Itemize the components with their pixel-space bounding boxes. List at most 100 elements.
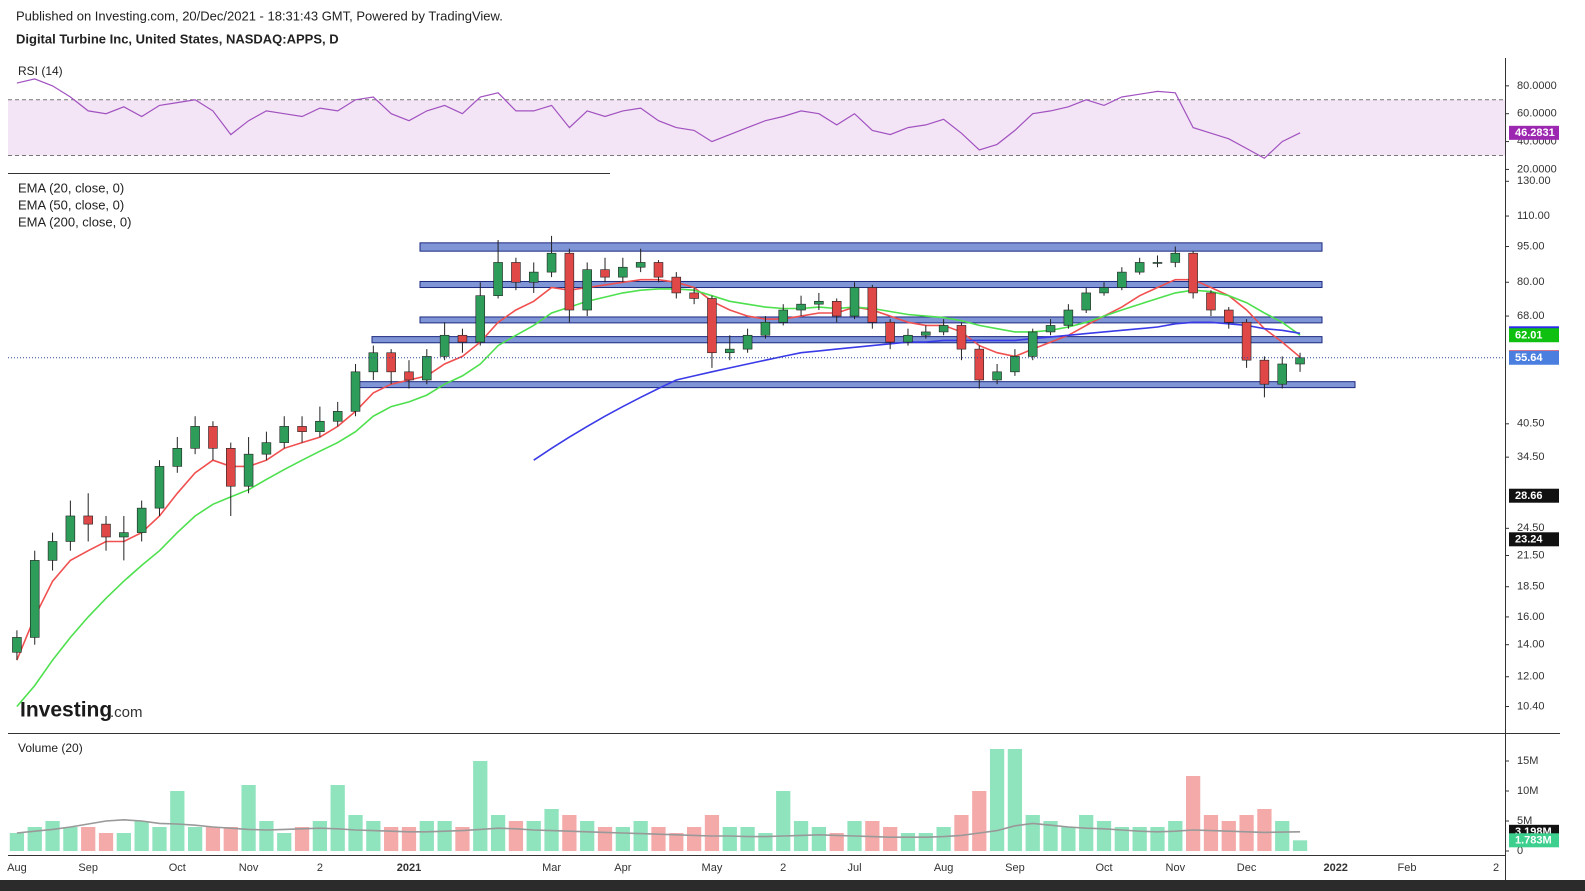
candle-body xyxy=(1117,271,1127,288)
candle-body xyxy=(778,309,788,323)
y-tick-label: 10M xyxy=(1517,785,1538,797)
volume-bar xyxy=(401,827,417,851)
x-tick-label: Aug xyxy=(934,862,954,874)
candle-body xyxy=(1045,325,1056,333)
volume-bar xyxy=(1043,821,1058,851)
candle-body xyxy=(582,269,592,311)
candle-body xyxy=(1063,309,1074,326)
y-tick-label: 5M xyxy=(1517,815,1532,827)
x-tick-label: Mar xyxy=(542,862,561,874)
x-tick-label: 2 xyxy=(1493,862,1499,874)
y-tick-label: 24.50 xyxy=(1517,522,1545,534)
candle-body xyxy=(457,334,468,343)
candle-body xyxy=(974,348,985,381)
volume-bar xyxy=(989,749,1005,851)
candle-body xyxy=(992,371,1002,381)
candle-body xyxy=(297,426,307,432)
volume-bar xyxy=(259,821,274,851)
volume-title: Volume (20) xyxy=(18,741,83,755)
candle-body xyxy=(1134,262,1145,273)
x-tick-label: 2021 xyxy=(397,862,421,874)
volume-bar xyxy=(134,821,149,851)
volume-bar xyxy=(348,815,363,851)
x-tick-label: Jul xyxy=(847,862,861,874)
volume-bar xyxy=(954,815,969,851)
volume-bar xyxy=(187,827,203,851)
price-tag-label: 62.01 xyxy=(1515,330,1543,342)
volume-bar xyxy=(170,791,185,851)
watermark-name: Investing xyxy=(20,699,112,722)
price-zone xyxy=(419,280,1323,289)
y-tick-label: 10.40 xyxy=(1517,700,1545,712)
watermark-suffix: .com xyxy=(110,704,143,721)
candle-body xyxy=(386,352,396,373)
candle-body xyxy=(903,334,913,343)
price-zone xyxy=(353,381,1356,389)
volume-bar xyxy=(116,833,131,851)
published-line: Published on Investing.com, 20/Dec/2021 … xyxy=(16,8,503,23)
y-tick-label: 0 xyxy=(1517,845,1523,857)
candle-body xyxy=(65,515,76,542)
x-tick-label: Feb xyxy=(1397,862,1416,874)
volume-bar xyxy=(936,827,951,851)
candle-body xyxy=(653,262,664,278)
candle-body xyxy=(261,442,272,455)
volume-bar xyxy=(45,821,60,851)
volume-bar xyxy=(740,827,755,851)
volume-bar xyxy=(1007,749,1023,851)
y-tick-label: 110.00 xyxy=(1517,210,1550,222)
price-zone xyxy=(371,336,1323,344)
y-tick-label: 14.00 xyxy=(1517,639,1545,651)
candle-body xyxy=(475,295,486,343)
volume-bar xyxy=(1061,827,1076,851)
rsi-title: RSI (14) xyxy=(18,64,63,78)
candle-body xyxy=(29,560,40,638)
x-tick-label: 2 xyxy=(780,862,786,874)
candle-body xyxy=(1259,359,1270,385)
candle-body xyxy=(564,252,575,311)
candle-body xyxy=(136,507,147,533)
candle-body xyxy=(921,331,931,336)
volume-bar xyxy=(1025,815,1040,851)
volume-bar xyxy=(9,833,25,851)
candle-body xyxy=(315,420,325,432)
candle-body xyxy=(12,637,22,653)
volume-bar xyxy=(1275,821,1290,851)
volume-bar xyxy=(918,833,933,851)
volume-bar xyxy=(294,827,310,851)
candle-body xyxy=(422,356,432,381)
legend-entry: EMA (200, close, 0) xyxy=(18,214,131,229)
candle-body xyxy=(1170,252,1181,263)
volume-bar xyxy=(437,821,452,851)
x-tick-label: Oct xyxy=(1095,862,1112,874)
y-tick-label: 60.0000 xyxy=(1517,108,1557,120)
x-tick-label: Nov xyxy=(1166,862,1186,874)
bottom-bar xyxy=(0,880,1585,891)
volume-bar xyxy=(615,827,630,851)
volume-bar xyxy=(1168,821,1183,851)
y-tick-label: 40.50 xyxy=(1517,418,1545,430)
candle-body xyxy=(707,298,717,354)
x-tick-label: Dec xyxy=(1237,862,1257,874)
volume-bar xyxy=(1132,827,1147,851)
candle-body xyxy=(796,303,806,311)
candle-body xyxy=(885,321,895,343)
ema-line xyxy=(16,288,1301,708)
legend-entry: EMA (50, close, 0) xyxy=(18,197,124,212)
candle-body xyxy=(1188,252,1198,294)
volume-bar xyxy=(366,821,381,851)
price-tag xyxy=(1509,328,1559,343)
volume-bar xyxy=(1185,776,1201,851)
candle-body xyxy=(154,466,165,509)
volume-bar xyxy=(1114,827,1129,851)
volume-bar xyxy=(152,827,167,851)
volume-bar xyxy=(312,821,328,851)
x-tick-label: Apr xyxy=(614,862,631,874)
volume-bar xyxy=(811,827,827,851)
volume-ma-line xyxy=(16,818,1301,838)
volume-bar xyxy=(1257,809,1272,851)
y-tick-label: 68.00 xyxy=(1517,310,1545,322)
x-tick-label: Nov xyxy=(239,862,259,874)
volume-bar xyxy=(1239,815,1254,851)
